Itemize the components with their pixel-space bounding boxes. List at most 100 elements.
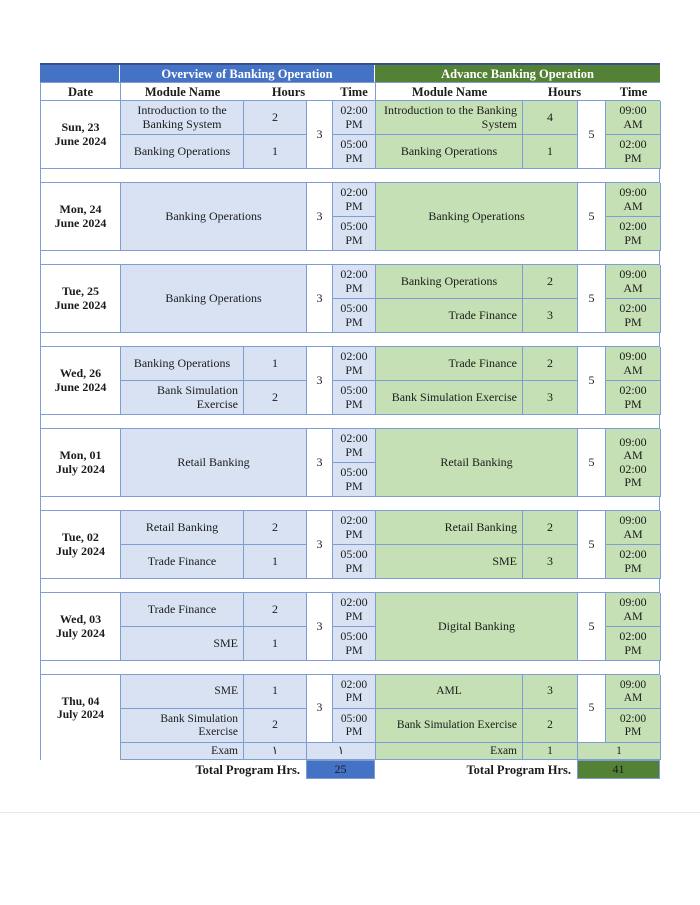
module-cell: SME [121, 675, 244, 709]
module-hours-cell: 2 [523, 709, 578, 743]
time-cell: 05:00 PM [333, 217, 376, 251]
day-total-hours-cell: 5 [578, 511, 606, 579]
time-cell: 02:00 PM [606, 217, 661, 251]
group-row: Mon, 24 June 2024 Banking Operations 3 02:00… [40, 182, 661, 251]
day-total-hours-cell: 3 [307, 101, 333, 169]
exam-label-cell: Exam [121, 743, 244, 760]
exam-value-cell: ١ [307, 743, 376, 760]
time-cell: 09:00 AM [606, 511, 661, 545]
module-hours-cell: 1 [244, 347, 307, 381]
module-column-header-left: Module Name [121, 83, 244, 100]
module-cell: Trade Finance [121, 593, 244, 627]
date-cell: Mon, 24 June 2024 [41, 183, 121, 251]
group-row: Thu, 04 July 2024 SME 1 Bank Simulation Exer… [40, 674, 661, 760]
header-band: Overview of Banking Operation Advance Ba… [40, 63, 660, 82]
day-total-hours-cell: 5 [578, 101, 606, 169]
module-hours-cell: 2 [244, 593, 307, 627]
day-total-hours-cell: 5 [578, 347, 606, 415]
spacer-row [40, 251, 660, 264]
hours-column-header-right: Hours [523, 83, 606, 100]
module-cell: SME [121, 627, 244, 661]
module-cell: Bank Simulation Exercise [121, 709, 244, 743]
time-cell: 05:00 PM [333, 135, 376, 169]
module-hours-cell: 2 [523, 347, 578, 381]
module-cell: Digital Banking [376, 593, 578, 661]
group-row: Tue, 25 June 2024 Banking Operations 3 02:00… [40, 264, 661, 333]
module-cell: Retail Banking [376, 511, 523, 545]
module-hours-cell: 3 [523, 299, 578, 333]
time-cell: 02:00 PM [606, 135, 661, 169]
module-cell: Banking Operations [376, 135, 523, 169]
time-cell: 02:00 PM [333, 511, 376, 545]
day-total-hours-cell: 5 [578, 265, 606, 333]
spacer-row [40, 497, 660, 510]
exam-hours-cell: ١ [244, 743, 307, 760]
header-corner-cell [40, 65, 120, 82]
module-cell: Retail Banking [121, 511, 244, 545]
exam-value-cell: 1 [578, 743, 661, 760]
time-cell: 05:00 PM [333, 381, 376, 415]
module-cell: Banking Operations [121, 183, 307, 251]
time-cell: 02:00 PM [606, 381, 661, 415]
exam-hours-cell: 1 [523, 743, 578, 760]
module-cell: Trade Finance [376, 347, 523, 381]
spacer-row [40, 661, 660, 674]
time-cell: 05:00 PM [333, 463, 376, 497]
page-divider-line [0, 812, 700, 813]
day-total-hours-cell: 5 [578, 675, 606, 743]
time-cell: 02:00 PM [333, 183, 376, 217]
module-cell: Bank Simulation Exercise [121, 381, 244, 415]
module-cell: Retail Banking [376, 429, 578, 497]
module-cell: Bank Simulation Exercise [376, 709, 523, 743]
time-cell: 02:00 PM [606, 299, 661, 333]
time-cell: 02:00 PM [333, 347, 376, 381]
module-hours-cell: 1 [244, 675, 307, 709]
time-cell: 05:00 PM [333, 627, 376, 661]
spacer-row [40, 579, 660, 592]
day-total-hours-cell: 3 [307, 593, 333, 661]
time-cell: 02:00 PM [333, 429, 376, 463]
day-total-hours-cell: 3 [307, 429, 333, 497]
day-total-hours-cell: 3 [307, 265, 333, 333]
module-hours-cell: 2 [244, 511, 307, 545]
time-cell: 09:00 AM [606, 347, 661, 381]
module-cell: Introduction to the Banking System [121, 101, 244, 135]
module-cell: SME [376, 545, 523, 579]
date-cell: Thu, 04 July 2024 [41, 675, 121, 743]
time-cell: 02:00 PM [333, 101, 376, 135]
module-hours-cell: 1 [244, 135, 307, 169]
date-cell: Wed, 26 June 2024 [41, 347, 121, 415]
day-total-hours-cell: 3 [307, 183, 333, 251]
module-hours-cell: 2 [244, 381, 307, 415]
total-row: Total Program Hrs. 25 Total Program Hrs.… [40, 760, 660, 779]
group-row: Tue, 02 July 2024 Retail Banking 2 Trade Fin… [40, 510, 661, 579]
time-column-header-left: Time [333, 83, 376, 100]
hours-column-header-left: Hours [244, 83, 333, 100]
group-row: Mon, 01 July 2024 Retail Banking 3 02:00 PM 05… [40, 428, 661, 497]
module-cell: Bank Simulation Exercise [376, 381, 523, 415]
schedule-groups: Sun, 23 June 2024 Introduction to the Bank… [40, 100, 661, 760]
total-label-right: Total Program Hrs. [466, 762, 571, 777]
module-cell: Banking Operations [376, 265, 523, 299]
date-cell: Sun, 23 June 2024 [41, 101, 121, 169]
time-cell: 02:00 PM [333, 675, 376, 709]
day-total-hours-cell: 5 [578, 593, 606, 661]
time-cell: 09:00 AM [606, 593, 661, 627]
group-row: Wed, 03 July 2024 Trade Finance 2 SME 1 3 02:00… [40, 592, 661, 661]
day-total-hours-cell: 3 [307, 511, 333, 579]
module-hours-cell: 1 [523, 135, 578, 169]
module-hours-cell: 2 [523, 511, 578, 545]
module-hours-cell: 3 [523, 381, 578, 415]
exam-label-cell: Exam [376, 743, 523, 760]
spacer-row [40, 169, 660, 182]
module-hours-cell: 3 [523, 545, 578, 579]
date-column-header: Date [41, 83, 121, 100]
date-cell: Tue, 25 June 2024 [41, 265, 121, 333]
module-hours-cell: 1 [244, 627, 307, 661]
total-value-right: 41 [577, 760, 660, 779]
day-total-hours-cell: 3 [307, 675, 333, 743]
time-cell: 09:00 AM [606, 183, 661, 217]
time-cell: 09:00 AM [606, 265, 661, 299]
time-cell: 02:00 PM [606, 709, 661, 743]
group-row: Sun, 23 June 2024 Introduction to the Bank… [40, 100, 661, 169]
